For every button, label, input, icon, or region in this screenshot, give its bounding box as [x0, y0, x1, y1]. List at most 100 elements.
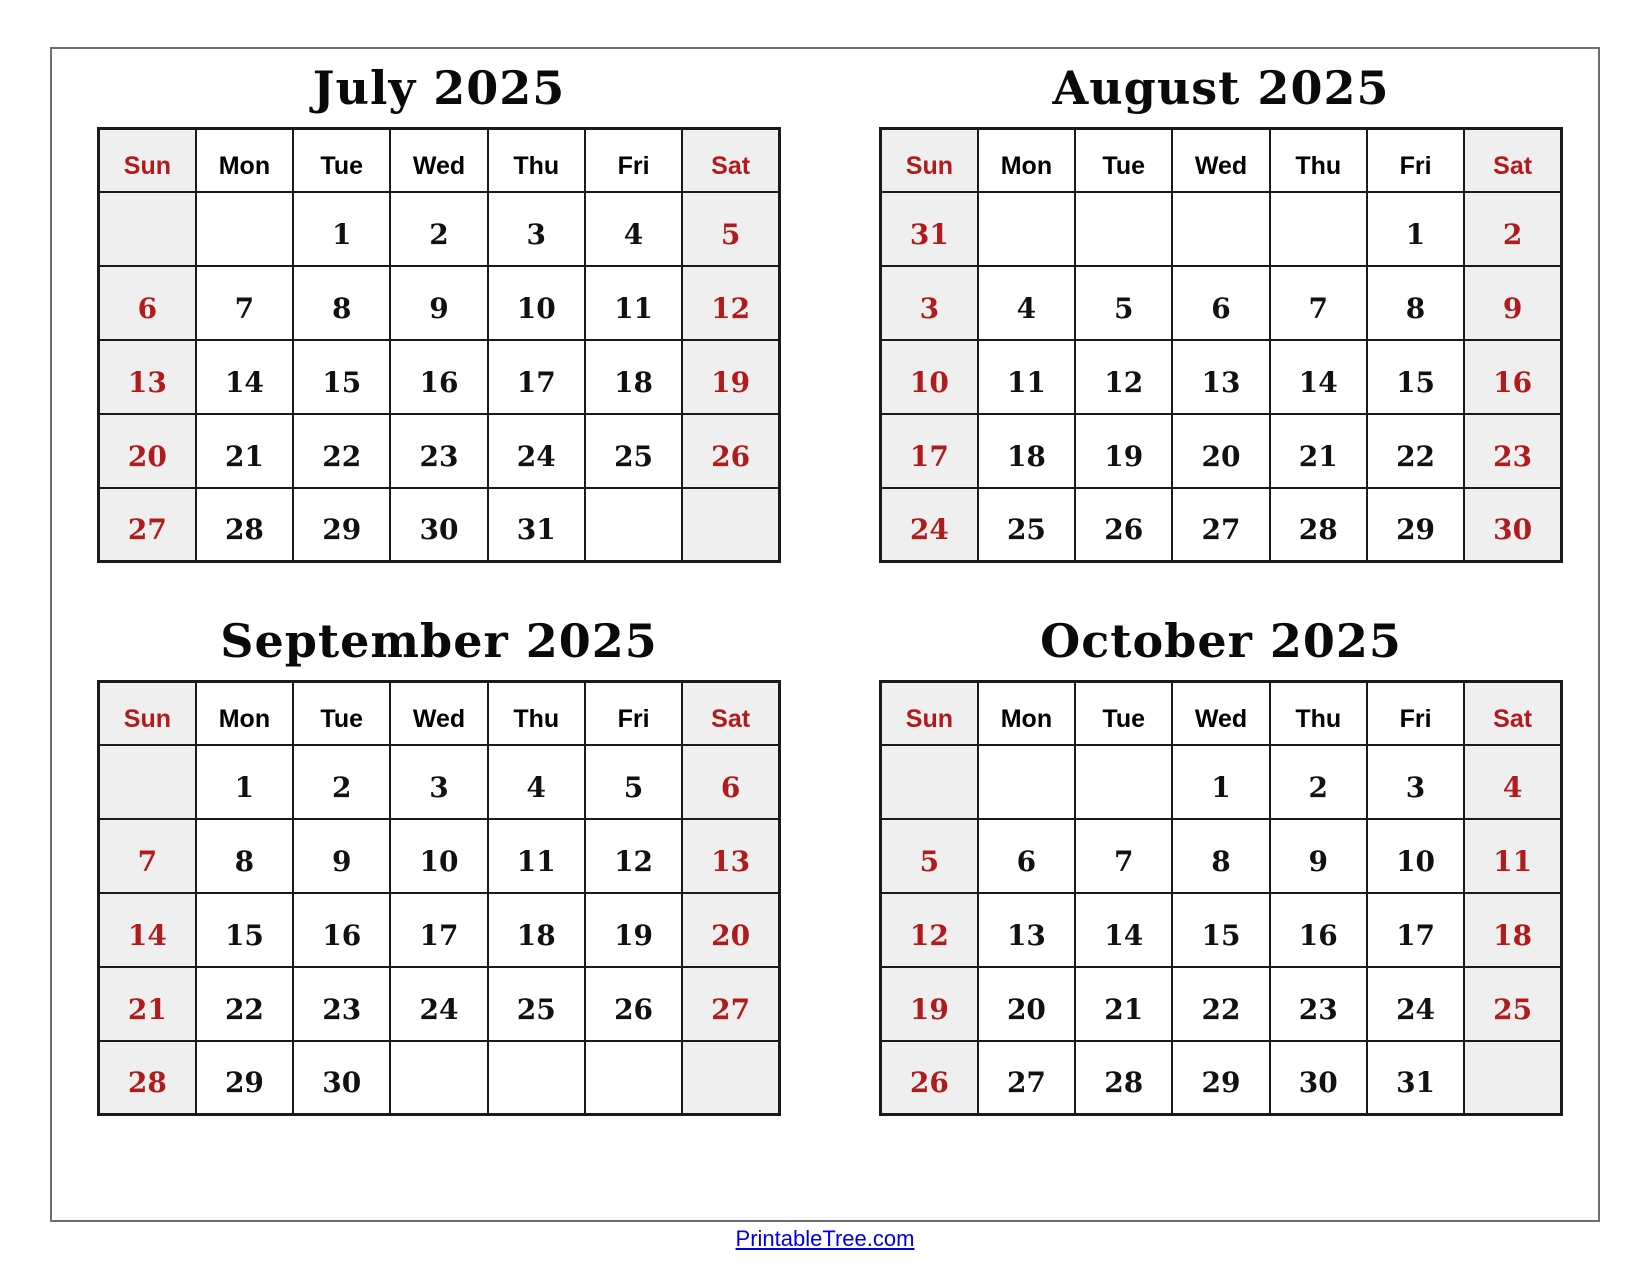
day-cell: 22 — [292, 412, 392, 489]
empty-day-cell — [879, 743, 979, 820]
day-cell: 21 — [1074, 965, 1174, 1042]
day-cell: 24 — [389, 965, 489, 1042]
week-row: 21 22 23 24 25 26 27 — [97, 965, 781, 1042]
day-cell: 8 — [194, 817, 295, 894]
month-grid: Sun Mon Tue Wed Thu Fri Sat 1 2 3 4 5 6 7 8 9 10 11 12 13 1… — [97, 680, 781, 1116]
empty-day-cell — [976, 743, 1077, 820]
day-cell: 3 — [1365, 743, 1466, 820]
day-cell: 29 — [1171, 1039, 1271, 1116]
day-cell: 8 — [1171, 817, 1271, 894]
day-cell: 15 — [1171, 891, 1271, 968]
weekday-sun: Sun — [97, 127, 197, 193]
day-cell: 27 — [976, 1039, 1077, 1116]
week-row: 10 11 12 13 14 15 16 — [879, 338, 1563, 415]
weekday-wed: Wed — [389, 127, 489, 193]
day-cell: 28 — [1268, 486, 1368, 563]
week-row: 12 13 14 15 16 17 18 — [879, 891, 1563, 968]
day-cell: 23 — [1463, 412, 1563, 489]
weekday-thu: Thu — [486, 680, 586, 746]
day-cell: 22 — [194, 965, 295, 1042]
footer: PrintableTree.com — [0, 1226, 1650, 1252]
weekday-header-row: Sun Mon Tue Wed Thu Fri Sat — [879, 680, 1563, 746]
weekday-wed: Wed — [1171, 127, 1271, 193]
empty-day-cell — [976, 190, 1077, 267]
empty-day-cell — [583, 1039, 684, 1116]
month-grid: Sun Mon Tue Wed Thu Fri Sat 1 2 3 4 5 6 7 8 9 10 11 12 13 1… — [879, 680, 1563, 1116]
day-cell: 31 — [486, 486, 586, 563]
day-cell: 17 — [879, 412, 979, 489]
month-grid: Sun Mon Tue Wed Thu Fri Sat 1 2 3 4 5 6 7 8 9 10 11 12 13 1… — [97, 127, 781, 563]
day-cell: 12 — [681, 264, 781, 341]
empty-day-cell — [389, 1039, 489, 1116]
month-grid: Sun Mon Tue Wed Thu Fri Sat 31 1 2 3 4 5 6 7 8 9 10 11 12 1… — [879, 127, 1563, 563]
day-cell: 5 — [583, 743, 684, 820]
day-cell: 9 — [1268, 817, 1368, 894]
empty-day-cell — [1074, 190, 1174, 267]
day-cell: 12 — [1074, 338, 1174, 415]
day-cell: 1 — [1365, 190, 1466, 267]
day-cell: 25 — [486, 965, 586, 1042]
day-cell: 28 — [194, 486, 295, 563]
day-cell: 24 — [1365, 965, 1466, 1042]
day-cell: 30 — [292, 1039, 392, 1116]
day-cell: 27 — [1171, 486, 1271, 563]
day-cell: 9 — [1463, 264, 1563, 341]
day-cell: 21 — [97, 965, 197, 1042]
weekday-tue: Tue — [292, 680, 392, 746]
day-cell: 7 — [1268, 264, 1368, 341]
day-cell: 26 — [1074, 486, 1174, 563]
week-row: 17 18 19 20 21 22 23 — [879, 412, 1563, 489]
day-cell: 1 — [292, 190, 392, 267]
day-cell: 12 — [583, 817, 684, 894]
day-cell: 23 — [389, 412, 489, 489]
day-cell: 2 — [389, 190, 489, 267]
day-cell: 14 — [1268, 338, 1368, 415]
day-cell: 13 — [1171, 338, 1271, 415]
day-cell: 15 — [194, 891, 295, 968]
weekday-mon: Mon — [976, 680, 1077, 746]
day-cell: 6 — [97, 264, 197, 341]
week-row: 5 6 7 8 9 10 11 — [879, 817, 1563, 894]
week-row: 13 14 15 16 17 18 19 — [97, 338, 781, 415]
weekday-wed: Wed — [1171, 680, 1271, 746]
empty-day-cell — [681, 1039, 781, 1116]
day-cell: 20 — [1171, 412, 1271, 489]
day-cell: 4 — [486, 743, 586, 820]
day-cell: 3 — [486, 190, 586, 267]
footer-link[interactable]: PrintableTree.com — [735, 1226, 915, 1251]
weekday-tue: Tue — [1074, 680, 1174, 746]
weekday-header-row: Sun Mon Tue Wed Thu Fri Sat — [879, 127, 1563, 193]
day-cell: 8 — [1365, 264, 1466, 341]
month-title: July 2025 — [312, 61, 566, 115]
day-cell: 11 — [486, 817, 586, 894]
day-cell: 23 — [292, 965, 392, 1042]
day-cell: 7 — [1074, 817, 1174, 894]
day-cell: 25 — [583, 412, 684, 489]
day-cell: 16 — [292, 891, 392, 968]
day-cell: 29 — [1365, 486, 1466, 563]
weekday-fri: Fri — [583, 127, 684, 193]
day-cell: 28 — [1074, 1039, 1174, 1116]
day-cell: 14 — [194, 338, 295, 415]
day-cell: 2 — [1463, 190, 1563, 267]
day-cell: 19 — [879, 965, 979, 1042]
weekday-mon: Mon — [194, 127, 295, 193]
month-title: October 2025 — [1040, 614, 1402, 668]
week-row: 6 7 8 9 10 11 12 — [97, 264, 781, 341]
weekday-sat: Sat — [681, 680, 781, 746]
day-cell: 13 — [976, 891, 1077, 968]
day-cell: 5 — [879, 817, 979, 894]
weekday-sat: Sat — [681, 127, 781, 193]
day-cell: 30 — [1268, 1039, 1368, 1116]
day-cell: 2 — [292, 743, 392, 820]
weekday-thu: Thu — [486, 127, 586, 193]
day-cell: 17 — [1365, 891, 1466, 968]
empty-day-cell — [1268, 190, 1368, 267]
day-cell: 1 — [1171, 743, 1271, 820]
day-cell: 8 — [292, 264, 392, 341]
day-cell: 17 — [389, 891, 489, 968]
empty-day-cell — [1074, 743, 1174, 820]
